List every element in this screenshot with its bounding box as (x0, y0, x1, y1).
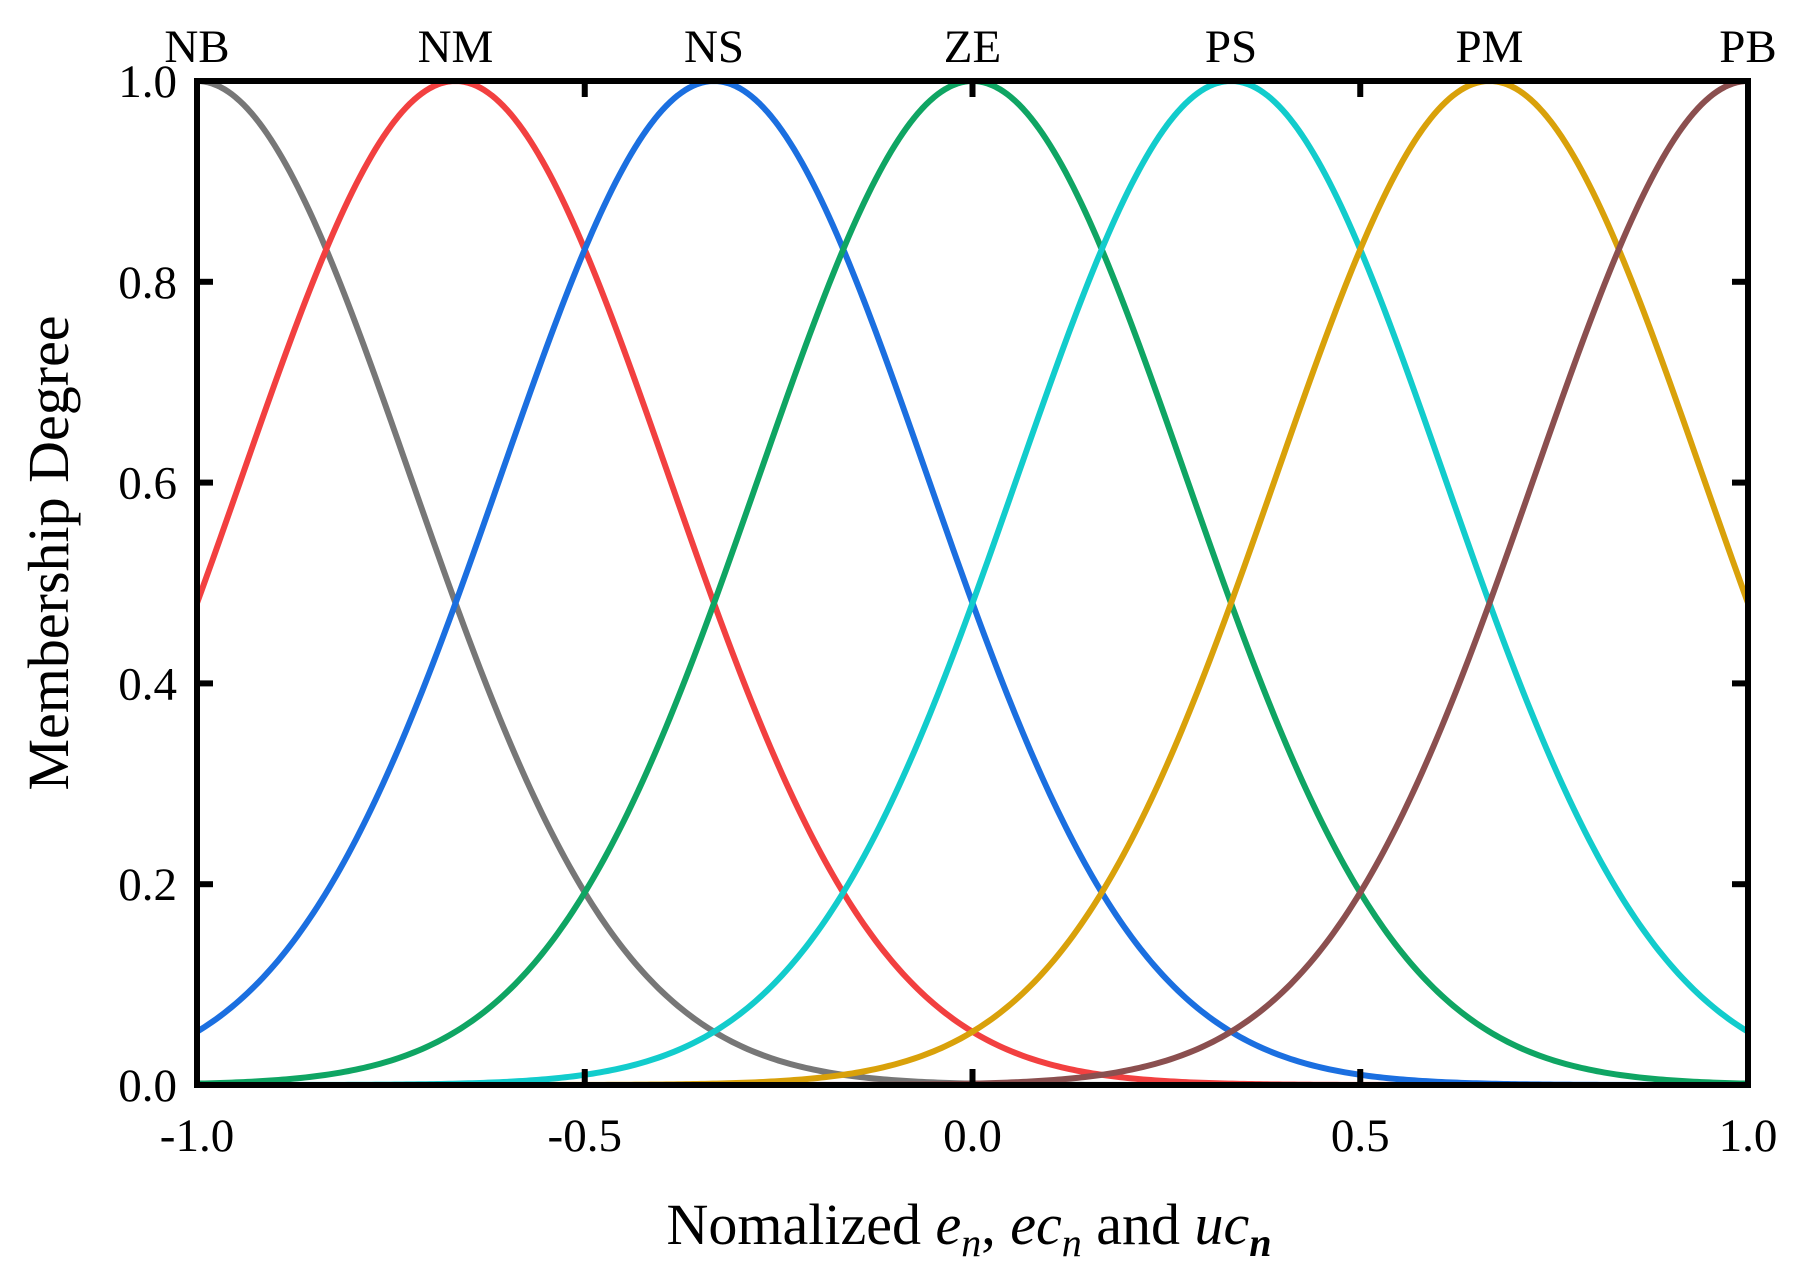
curve-pm (197, 78, 1751, 1088)
x-axis-title-uc: uc (1194, 1192, 1249, 1257)
mf-label-nb: NB (164, 21, 229, 73)
tick-group (194, 78, 1751, 1088)
curve-group (194, 78, 1751, 1088)
y-tick-label-0: 0.0 (118, 1060, 177, 1112)
x-axis-title-ec-sub: n (1062, 1220, 1082, 1265)
plot-frame (194, 78, 1751, 1088)
x-axis-title-prefix: Nomalized (667, 1192, 936, 1257)
y-tick-labels: 0.0 0.2 0.4 0.6 0.8 1.0 (118, 56, 177, 1112)
mf-label-nm: NM (418, 21, 494, 73)
y-axis-title: Membership Degree (16, 315, 81, 790)
y-tick-label-2: 0.4 (118, 658, 177, 710)
x-axis-title-e: e (935, 1192, 961, 1257)
mf-label-pb: PB (1719, 21, 1777, 73)
mf-label-ps: PS (1205, 21, 1257, 73)
membership-function-labels: NB NM NS ZE PS PM PB (164, 21, 1776, 73)
x-axis-title-and: and (1082, 1192, 1195, 1257)
x-tick-label-1: -0.5 (548, 1110, 622, 1162)
x-axis-title-sep: , (981, 1192, 1010, 1257)
x-axis-title-e-sub: n (961, 1220, 981, 1265)
y-tick-label-4: 0.8 (118, 257, 177, 309)
y-tick-label-3: 0.6 (118, 458, 177, 510)
x-axis-title: Nomalized en, ecn and ucn (667, 1192, 1272, 1265)
curve-pb (197, 78, 1749, 1088)
curve-ns (195, 78, 1748, 1088)
mf-label-ns: NS (684, 21, 744, 73)
mf-label-ze: ZE (944, 21, 1001, 73)
x-tick-labels: -1.0 -0.5 0.0 0.5 1.0 (160, 1110, 1778, 1162)
y-tick-label-5: 1.0 (118, 56, 177, 108)
x-tick-label-0: -1.0 (160, 1110, 234, 1162)
x-tick-label-3: 0.5 (1331, 1110, 1390, 1162)
curve-ze (196, 78, 1749, 1087)
x-tick-label-2: 0.0 (943, 1110, 1002, 1162)
curve-nm (194, 78, 1748, 1088)
mf-label-pm: PM (1456, 21, 1524, 73)
curve-ps (197, 78, 1750, 1088)
x-axis-title-uc-sub: n (1249, 1220, 1271, 1265)
x-tick-label-4: 1.0 (1719, 1110, 1778, 1162)
curve-nb (196, 78, 1748, 1088)
x-axis-title-ec: ec (1010, 1192, 1062, 1257)
y-tick-label-1: 0.2 (118, 859, 177, 911)
